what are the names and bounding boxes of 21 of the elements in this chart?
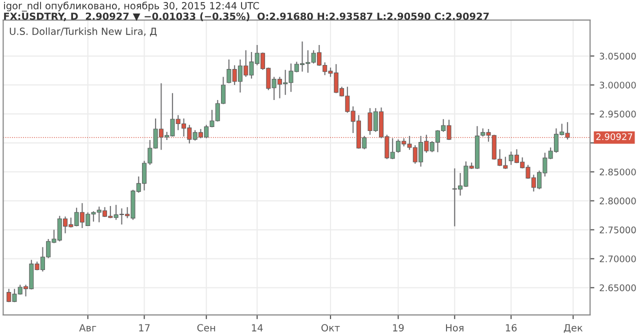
y-tick-label: 2.75000 bbox=[600, 226, 636, 234]
x-tick-label: Авг bbox=[79, 324, 96, 332]
y-tick-label: 2.85000 bbox=[600, 168, 636, 176]
x-tick-label: Сен bbox=[197, 324, 216, 332]
annotation: FX:USDTRY, D 2.90927 ▼ −0.01033 (−0.35%) O:2.91680 H:2.93587 L:2.90590 C:2.90927 bbox=[4, 12, 489, 22]
y-tick-label: 3.05000 bbox=[600, 52, 636, 60]
x-tick-label: Дек bbox=[564, 324, 583, 333]
ref-line-label: 2.90927 bbox=[596, 133, 632, 140]
x-tick-label: 19 bbox=[393, 324, 404, 332]
text: U.S. Dollar/Turkish New Lira, Д bbox=[10, 27, 157, 36]
y-tick-label: 2.95000 bbox=[600, 110, 636, 118]
y-tick-label: 2.70000 bbox=[600, 255, 636, 262]
x-tick-label: Ноя bbox=[446, 324, 464, 332]
x-tick-label: 16 bbox=[506, 324, 517, 332]
x-tick-label: Окт bbox=[321, 324, 340, 332]
y-tick-label: 2.80000 bbox=[600, 198, 636, 204]
x-tick-label: 17 bbox=[139, 324, 150, 332]
text: igor_ndl опубликовано, ноябрь 30, 2015 12:44 UTC bbox=[4, 2, 259, 12]
y-tick-label: 2.65000 bbox=[600, 284, 636, 292]
y-tick-label: 3.00000 bbox=[600, 82, 636, 89]
x-tick-label: 14 bbox=[252, 324, 263, 332]
